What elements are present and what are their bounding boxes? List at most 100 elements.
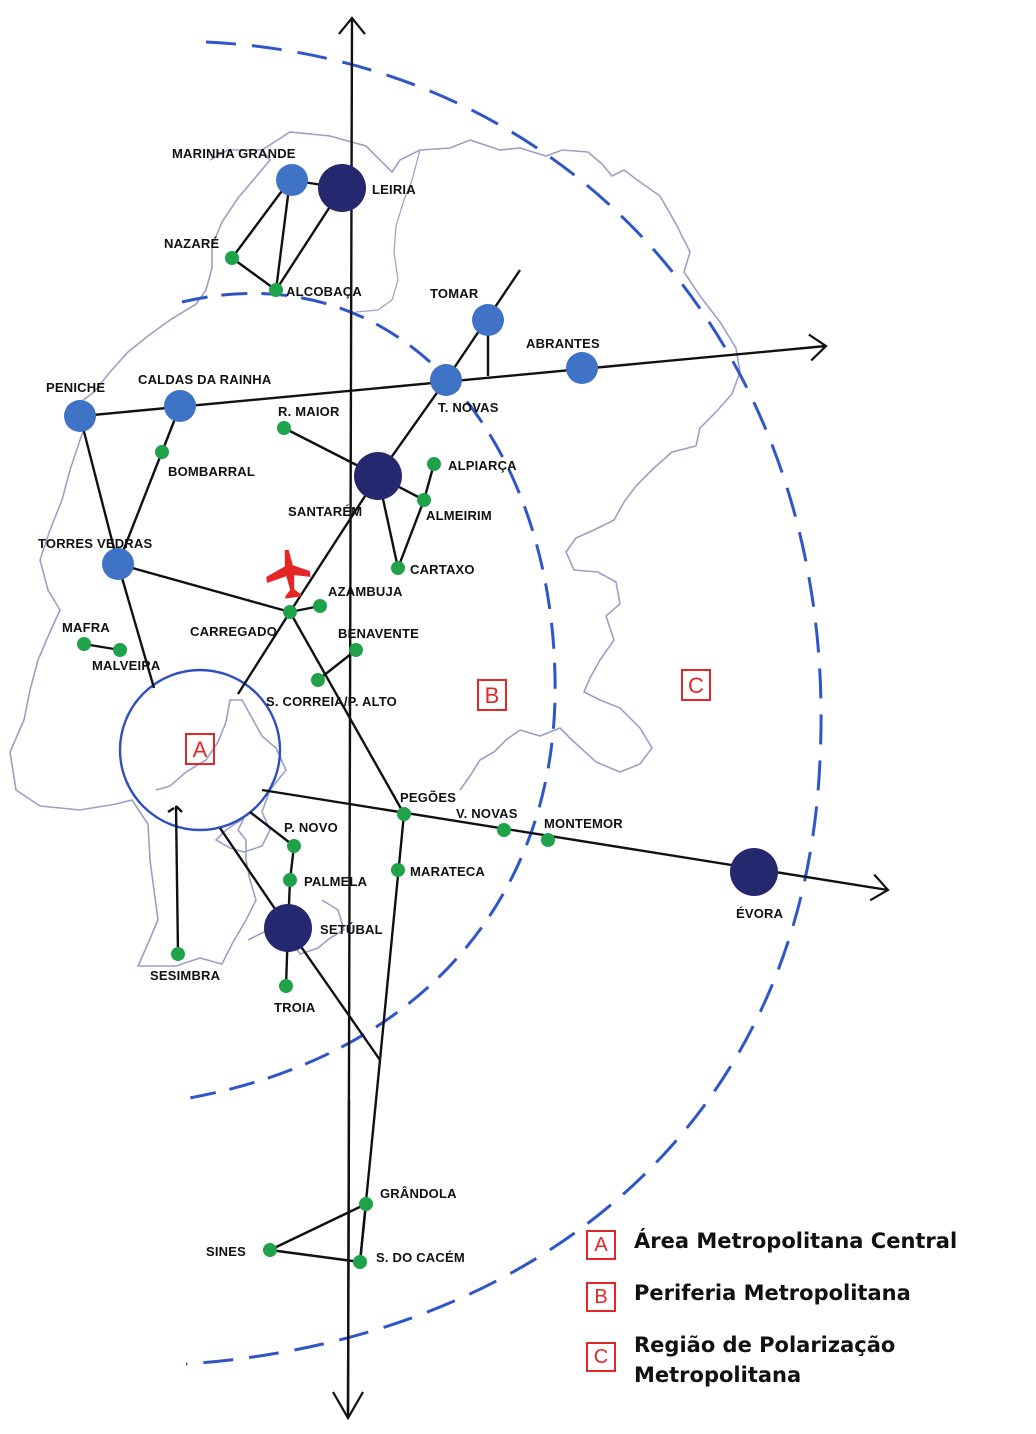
legend-key-c: C <box>586 1342 616 1372</box>
city-node-malveira[interactable] <box>113 643 127 657</box>
label-troia: TROIA <box>274 1000 316 1015</box>
label-s-do-cacem: S. DO CACÉM <box>376 1250 465 1265</box>
zone-marker-c: C <box>681 669 711 701</box>
city-node-tomar[interactable] <box>472 304 504 336</box>
city-node-peniche[interactable] <box>64 400 96 432</box>
label-montemor: MONTEMOR <box>544 816 623 831</box>
legend-text-b: Periferia Metropolitana <box>634 1281 911 1305</box>
zone-marker-a: A <box>185 733 215 765</box>
label-peniche: PENICHE <box>46 380 105 395</box>
airplane-icon <box>266 549 311 599</box>
label-sines: SINES <box>206 1244 246 1259</box>
city-node-sines[interactable] <box>263 1243 277 1257</box>
city-node-santarem[interactable] <box>354 452 402 500</box>
city-node-caldas-da-rainha[interactable] <box>164 390 196 422</box>
label-carregado: CARREGADO <box>190 624 277 639</box>
label-alcobaca: ALCOBAÇA <box>286 284 362 299</box>
zone-b-arc <box>177 291 557 1102</box>
legend-item-c: C Região de Polarização Metropolitana <box>586 1330 1032 1390</box>
label-santarem: SANTARÉM <box>288 504 362 519</box>
arrow-head-icon <box>332 1391 364 1421</box>
city-node-evora[interactable] <box>730 848 778 896</box>
label-benavente: BENAVENTE <box>338 626 419 641</box>
city-node-s-do-cacem[interactable] <box>353 1255 367 1269</box>
legend-key-b: B <box>586 1282 616 1312</box>
label-setubal: SETÚBAL <box>320 922 383 937</box>
legend: A Área Metropolitana Central B Periferia… <box>586 1226 1032 1408</box>
label-t-novas: T. NOVAS <box>438 400 499 415</box>
city-node-p-novo[interactable] <box>287 839 301 853</box>
label-marinha-grande: MARINHA GRANDE <box>172 146 296 161</box>
city-node-carregado[interactable] <box>283 605 297 619</box>
label-mafra: MAFRA <box>62 620 110 635</box>
svg-text:C: C <box>688 673 704 698</box>
label-nazare: NAZARÉ <box>164 236 219 251</box>
city-node-palmela[interactable] <box>283 873 297 887</box>
label-p-novo: P. NOVO <box>284 820 338 835</box>
zone-c-arc <box>185 40 823 1366</box>
label-malveira: MALVEIRA <box>92 658 161 673</box>
city-node-nazare[interactable] <box>225 251 239 265</box>
coastline <box>9 149 272 967</box>
city-labels: MARINHA GRANDE LEIRIA NAZARÉ ALCOBAÇA TO… <box>38 146 784 1265</box>
city-node-sesimbra[interactable] <box>171 947 185 961</box>
label-caldas-da-rainha: CALDAS DA RAINHA <box>138 372 272 387</box>
label-grandola: GRÂNDOLA <box>380 1186 457 1201</box>
label-v-novas: V. NOVAS <box>456 806 518 821</box>
legend-item-a: A Área Metropolitana Central <box>586 1226 1032 1260</box>
city-node-marateca[interactable] <box>391 863 405 877</box>
north-south-axis-tail <box>346 1099 351 1419</box>
label-cartaxo: CARTAXO <box>410 562 475 577</box>
label-sesimbra: SESIMBRA <box>150 968 221 983</box>
label-s-correia-p-alto: S. CORREIA/P. ALTO <box>266 694 397 709</box>
legend-key-a: A <box>586 1230 616 1260</box>
city-node-azambuja[interactable] <box>313 599 327 613</box>
label-azambuja: AZAMBUJA <box>328 584 403 599</box>
city-node-benavente[interactable] <box>349 643 363 657</box>
zone-marker-b: B <box>477 679 507 711</box>
legend-item-b: B Periferia Metropolitana <box>586 1278 1032 1312</box>
city-node-leiria[interactable] <box>318 164 366 212</box>
label-leiria: LEIRIA <box>372 182 416 197</box>
east-west-axis-south <box>261 788 890 902</box>
label-torres-vedras: TORRES VEDRAS <box>38 536 152 551</box>
label-palmela: PALMELA <box>304 874 368 889</box>
label-pegoes: PEGÕES <box>400 790 456 805</box>
city-node-montemor[interactable] <box>541 833 555 847</box>
label-tomar: TOMAR <box>430 286 479 301</box>
label-r-maior: R. MAIOR <box>278 404 340 419</box>
city-node-pegoes[interactable] <box>397 807 411 821</box>
label-evora: ÉVORA <box>736 906 784 921</box>
city-node-setubal[interactable] <box>264 904 312 952</box>
region-border <box>261 131 741 791</box>
city-node-r-maior[interactable] <box>277 421 291 435</box>
city-node-abrantes[interactable] <box>566 352 598 384</box>
city-node-mafra[interactable] <box>77 637 91 651</box>
city-node-t-novas[interactable] <box>430 364 462 396</box>
legend-text-a: Área Metropolitana Central <box>634 1229 958 1253</box>
city-node-alpiarca[interactable] <box>427 457 441 471</box>
city-nodes <box>64 164 778 1269</box>
label-almeirim: ALMEIRIM <box>426 508 492 523</box>
label-bombarral: BOMBARRAL <box>168 464 255 479</box>
label-abrantes: ABRANTES <box>526 336 600 351</box>
legend-text-c: Região de Polarização Metropolitana <box>634 1333 896 1387</box>
zone-a-circle <box>118 668 282 832</box>
city-node-torres-vedras[interactable] <box>102 548 134 580</box>
city-node-bombarral[interactable] <box>155 445 169 459</box>
city-node-cartaxo[interactable] <box>391 561 405 575</box>
city-node-marinha-grande[interactable] <box>276 164 308 196</box>
city-node-s-correia-p-alto[interactable] <box>311 673 325 687</box>
inland-border <box>355 149 421 313</box>
label-marateca: MARATECA <box>410 864 485 879</box>
city-node-troia[interactable] <box>279 979 293 993</box>
city-node-alcobaca[interactable] <box>269 283 283 297</box>
svg-text:A: A <box>193 737 208 762</box>
label-alpiarca: ALPIARÇA <box>448 458 517 473</box>
city-node-grandola[interactable] <box>359 1197 373 1211</box>
city-node-v-novas[interactable] <box>497 823 511 837</box>
city-node-almeirim[interactable] <box>417 493 431 507</box>
road-network <box>78 178 521 1264</box>
svg-text:B: B <box>485 683 500 708</box>
